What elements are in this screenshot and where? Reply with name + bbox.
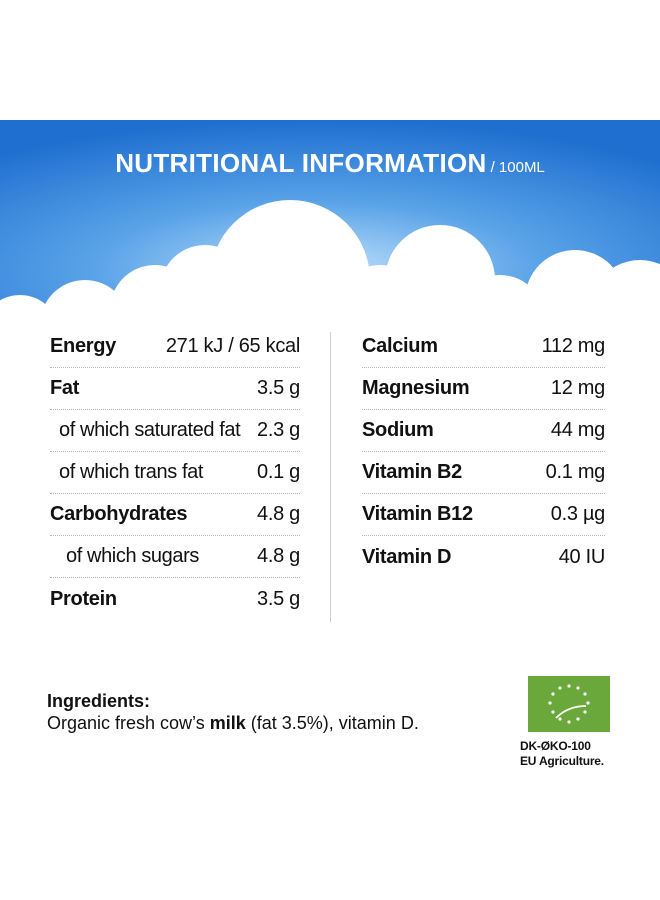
nutrient-value: 0.1 g [257, 461, 300, 483]
nutrition-row-energy: Energy 271 kJ / 65 kcal [50, 326, 300, 368]
nutrient-value: 4.8 g [257, 545, 300, 567]
nutrient-value: 0.3 µg [550, 503, 606, 525]
nutrition-row-protein: Protein 3.5 g [50, 578, 300, 620]
title-text: NUTRITIONAL INFORMATION [115, 148, 487, 178]
nutrient-value: 40 IU [558, 545, 606, 568]
nutrition-row-vitamin-d: Vitamin D 40 IU [362, 536, 605, 578]
nutrition-row-sugars: of which sugars 4.8 g [50, 536, 300, 578]
nutrition-row-magnesium: Magnesium 12 mg [362, 368, 605, 410]
ingredients-allergen: milk [209, 713, 246, 733]
nutrient-label: Vitamin B12 [362, 503, 473, 525]
nutrition-table-right: Calcium 112 mg Magnesium 12 mg Sodium 44… [362, 326, 605, 578]
ingredients-text: Organic fresh cow’s milk (fat 3.5%), vit… [47, 712, 487, 734]
nutrient-value: 271 kJ / 65 kcal [165, 335, 300, 357]
title-unit: / 100ML [490, 159, 545, 176]
page-title: NUTRITIONAL INFORMATION/ 100ML [0, 148, 660, 179]
nutrient-label: Sodium [362, 419, 434, 441]
nutrition-row-carbohydrates: Carbohydrates 4.8 g [50, 494, 300, 536]
eu-organic-leaf-icon [528, 676, 610, 732]
nutrition-row-fat: Fat 3.5 g [50, 368, 300, 410]
nutrient-value: 0.1 mg [545, 461, 606, 483]
ingredients-text-part: (fat 3.5%), vitamin D. [245, 713, 419, 733]
certification-origin: EU Agriculture. [520, 754, 604, 768]
nutrition-row-trans-fat: of which trans fat 0.1 g [50, 452, 300, 494]
nutrient-value: 44 mg [550, 419, 605, 441]
nutrient-label: Calcium [362, 335, 438, 357]
nutrient-label: Fat [50, 377, 80, 399]
nutrient-label: of which saturated fat [59, 419, 241, 441]
ingredients-heading: Ingredients: [47, 691, 151, 711]
certification-id: DK-ØKO-100 [520, 739, 591, 753]
nutrient-label: of which trans fat [59, 461, 203, 483]
nutrient-label: Vitamin D [362, 545, 452, 568]
nutrition-row-calcium: Calcium 112 mg [362, 326, 605, 368]
nutrition-row-vitamin-b12: Vitamin B12 0.3 µg [362, 494, 605, 536]
column-divider [330, 332, 331, 622]
nutrition-row-saturated-fat: of which saturated fat 2.3 g [50, 410, 300, 452]
nutrient-value: 3.5 g [257, 587, 300, 610]
nutrient-label: Protein [50, 587, 117, 610]
nutrient-label: Vitamin B2 [362, 461, 462, 483]
nutrition-table-left: Energy 271 kJ / 65 kcal Fat 3.5 g of whi… [50, 326, 300, 620]
nutrition-row-vitamin-b2: Vitamin B2 0.1 mg [362, 452, 605, 494]
nutrient-label: of which sugars [66, 545, 199, 567]
nutrition-row-sodium: Sodium 44 mg [362, 410, 605, 452]
ingredients-section: Ingredients: Organic fresh cow’s milk (f… [47, 690, 487, 734]
nutrient-label: Magnesium [362, 377, 470, 399]
nutrient-value: 12 mg [550, 377, 605, 399]
nutrient-label: Energy [50, 335, 117, 357]
cloud-illustration [0, 120, 660, 320]
nutrient-value: 112 mg [541, 335, 606, 357]
nutrient-value: 3.5 g [257, 377, 300, 399]
nutrient-value: 2.3 g [257, 419, 300, 441]
certification-code: DK-ØKO-100 EU Agriculture. [520, 739, 640, 769]
nutrient-value: 4.8 g [257, 503, 300, 525]
nutrient-label: Carbohydrates [50, 503, 188, 525]
sky-banner [0, 120, 660, 320]
ingredients-text-part: Organic fresh cow’s [47, 713, 210, 733]
